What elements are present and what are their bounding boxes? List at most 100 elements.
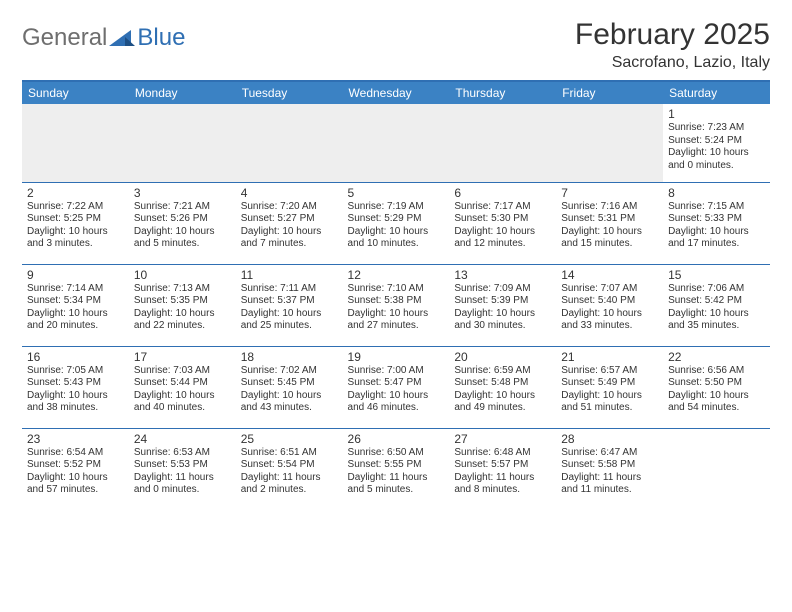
sunrise-text: Sunrise: 7:22 AM bbox=[27, 201, 124, 214]
calendar-cell: 3Sunrise: 7:21 AMSunset: 5:26 PMDaylight… bbox=[129, 182, 236, 264]
day-number: 24 bbox=[134, 432, 231, 446]
sunset-text: Sunset: 5:39 PM bbox=[454, 295, 551, 308]
calendar-cell: 1Sunrise: 7:23 AMSunset: 5:24 PMDaylight… bbox=[663, 104, 770, 182]
calendar-cell: 26Sunrise: 6:50 AMSunset: 5:55 PMDayligh… bbox=[343, 428, 450, 510]
sunrise-text: Sunrise: 7:20 AM bbox=[241, 201, 338, 214]
sunrise-text: Sunrise: 7:21 AM bbox=[134, 201, 231, 214]
sunrise-text: Sunrise: 7:16 AM bbox=[561, 201, 658, 214]
day-number: 2 bbox=[27, 186, 124, 200]
daylight-text: Daylight: 10 hours bbox=[668, 308, 765, 321]
sunset-text: Sunset: 5:35 PM bbox=[134, 295, 231, 308]
day-number: 12 bbox=[348, 268, 445, 282]
daylight-text: Daylight: 10 hours bbox=[134, 226, 231, 239]
calendar-row: 2Sunrise: 7:22 AMSunset: 5:25 PMDaylight… bbox=[22, 182, 770, 264]
sunrise-text: Sunrise: 6:50 AM bbox=[348, 447, 445, 460]
title-block: February 2025 Sacrofano, Lazio, Italy bbox=[575, 18, 770, 72]
daylight-text: and 20 minutes. bbox=[27, 320, 124, 333]
daylight-text: and 27 minutes. bbox=[348, 320, 445, 333]
day-number: 23 bbox=[27, 432, 124, 446]
daylight-text: Daylight: 11 hours bbox=[134, 472, 231, 485]
calendar-cell: 9Sunrise: 7:14 AMSunset: 5:34 PMDaylight… bbox=[22, 264, 129, 346]
sunrise-text: Sunrise: 6:51 AM bbox=[241, 447, 338, 460]
sunset-text: Sunset: 5:50 PM bbox=[668, 377, 765, 390]
calendar-row: 16Sunrise: 7:05 AMSunset: 5:43 PMDayligh… bbox=[22, 346, 770, 428]
sunrise-text: Sunrise: 7:19 AM bbox=[348, 201, 445, 214]
sunset-text: Sunset: 5:30 PM bbox=[454, 213, 551, 226]
sunset-text: Sunset: 5:52 PM bbox=[27, 459, 124, 472]
calendar-cell: 18Sunrise: 7:02 AMSunset: 5:45 PMDayligh… bbox=[236, 346, 343, 428]
daylight-text: Daylight: 10 hours bbox=[134, 390, 231, 403]
daylight-text: Daylight: 11 hours bbox=[561, 472, 658, 485]
calendar-cell: 22Sunrise: 6:56 AMSunset: 5:50 PMDayligh… bbox=[663, 346, 770, 428]
daylight-text: and 35 minutes. bbox=[668, 320, 765, 333]
sunrise-text: Sunrise: 6:54 AM bbox=[27, 447, 124, 460]
daylight-text: and 38 minutes. bbox=[27, 402, 124, 415]
daylight-text: and 12 minutes. bbox=[454, 238, 551, 251]
daylight-text: Daylight: 10 hours bbox=[134, 308, 231, 321]
daylight-text: Daylight: 10 hours bbox=[561, 308, 658, 321]
calendar-cell bbox=[449, 104, 556, 182]
calendar-cell: 13Sunrise: 7:09 AMSunset: 5:39 PMDayligh… bbox=[449, 264, 556, 346]
sunset-text: Sunset: 5:48 PM bbox=[454, 377, 551, 390]
sunset-text: Sunset: 5:47 PM bbox=[348, 377, 445, 390]
sunset-text: Sunset: 5:34 PM bbox=[27, 295, 124, 308]
daylight-text: Daylight: 10 hours bbox=[27, 226, 124, 239]
calendar-cell: 21Sunrise: 6:57 AMSunset: 5:49 PMDayligh… bbox=[556, 346, 663, 428]
daylight-text: and 17 minutes. bbox=[668, 238, 765, 251]
sunset-text: Sunset: 5:33 PM bbox=[668, 213, 765, 226]
sunset-text: Sunset: 5:54 PM bbox=[241, 459, 338, 472]
daylight-text: Daylight: 10 hours bbox=[454, 390, 551, 403]
daylight-text: Daylight: 10 hours bbox=[27, 308, 124, 321]
daylight-text: and 2 minutes. bbox=[241, 484, 338, 497]
daylight-text: and 8 minutes. bbox=[454, 484, 551, 497]
daylight-text: Daylight: 10 hours bbox=[454, 226, 551, 239]
calendar-cell: 28Sunrise: 6:47 AMSunset: 5:58 PMDayligh… bbox=[556, 428, 663, 510]
daylight-text: Daylight: 11 hours bbox=[348, 472, 445, 485]
daylight-text: Daylight: 10 hours bbox=[668, 147, 765, 160]
calendar-cell bbox=[343, 104, 450, 182]
calendar-cell: 2Sunrise: 7:22 AMSunset: 5:25 PMDaylight… bbox=[22, 182, 129, 264]
calendar-cell: 27Sunrise: 6:48 AMSunset: 5:57 PMDayligh… bbox=[449, 428, 556, 510]
day-number: 8 bbox=[668, 186, 765, 200]
daylight-text: and 25 minutes. bbox=[241, 320, 338, 333]
month-title: February 2025 bbox=[575, 18, 770, 52]
daylight-text: Daylight: 10 hours bbox=[348, 308, 445, 321]
day-header: Friday bbox=[556, 81, 663, 104]
calendar-cell bbox=[236, 104, 343, 182]
calendar-cell: 11Sunrise: 7:11 AMSunset: 5:37 PMDayligh… bbox=[236, 264, 343, 346]
sunrise-text: Sunrise: 7:11 AM bbox=[241, 283, 338, 296]
day-number: 20 bbox=[454, 350, 551, 364]
day-number: 4 bbox=[241, 186, 338, 200]
sunset-text: Sunset: 5:26 PM bbox=[134, 213, 231, 226]
day-number: 19 bbox=[348, 350, 445, 364]
sunset-text: Sunset: 5:24 PM bbox=[668, 135, 765, 148]
sunrise-text: Sunrise: 7:00 AM bbox=[348, 365, 445, 378]
daylight-text: Daylight: 10 hours bbox=[348, 390, 445, 403]
daylight-text: Daylight: 10 hours bbox=[561, 390, 658, 403]
daylight-text: and 40 minutes. bbox=[134, 402, 231, 415]
sunrise-text: Sunrise: 7:05 AM bbox=[27, 365, 124, 378]
location-label: Sacrofano, Lazio, Italy bbox=[575, 54, 770, 72]
calendar-cell: 12Sunrise: 7:10 AMSunset: 5:38 PMDayligh… bbox=[343, 264, 450, 346]
calendar-cell: 20Sunrise: 6:59 AMSunset: 5:48 PMDayligh… bbox=[449, 346, 556, 428]
sunrise-text: Sunrise: 6:59 AM bbox=[454, 365, 551, 378]
day-header: Saturday bbox=[663, 81, 770, 104]
calendar-cell bbox=[663, 428, 770, 510]
calendar-table: Sunday Monday Tuesday Wednesday Thursday… bbox=[22, 80, 770, 510]
calendar-cell: 4Sunrise: 7:20 AMSunset: 5:27 PMDaylight… bbox=[236, 182, 343, 264]
day-number: 6 bbox=[454, 186, 551, 200]
calendar-cell: 23Sunrise: 6:54 AMSunset: 5:52 PMDayligh… bbox=[22, 428, 129, 510]
day-number: 18 bbox=[241, 350, 338, 364]
sunset-text: Sunset: 5:45 PM bbox=[241, 377, 338, 390]
calendar-head: Sunday Monday Tuesday Wednesday Thursday… bbox=[22, 81, 770, 104]
sunrise-text: Sunrise: 7:07 AM bbox=[561, 283, 658, 296]
day-number: 16 bbox=[27, 350, 124, 364]
daylight-text: and 33 minutes. bbox=[561, 320, 658, 333]
sunrise-text: Sunrise: 6:56 AM bbox=[668, 365, 765, 378]
sunset-text: Sunset: 5:27 PM bbox=[241, 213, 338, 226]
daylight-text: and 46 minutes. bbox=[348, 402, 445, 415]
day-number: 3 bbox=[134, 186, 231, 200]
sunrise-text: Sunrise: 7:13 AM bbox=[134, 283, 231, 296]
logo: General Blue bbox=[22, 18, 185, 52]
daylight-text: Daylight: 10 hours bbox=[668, 226, 765, 239]
